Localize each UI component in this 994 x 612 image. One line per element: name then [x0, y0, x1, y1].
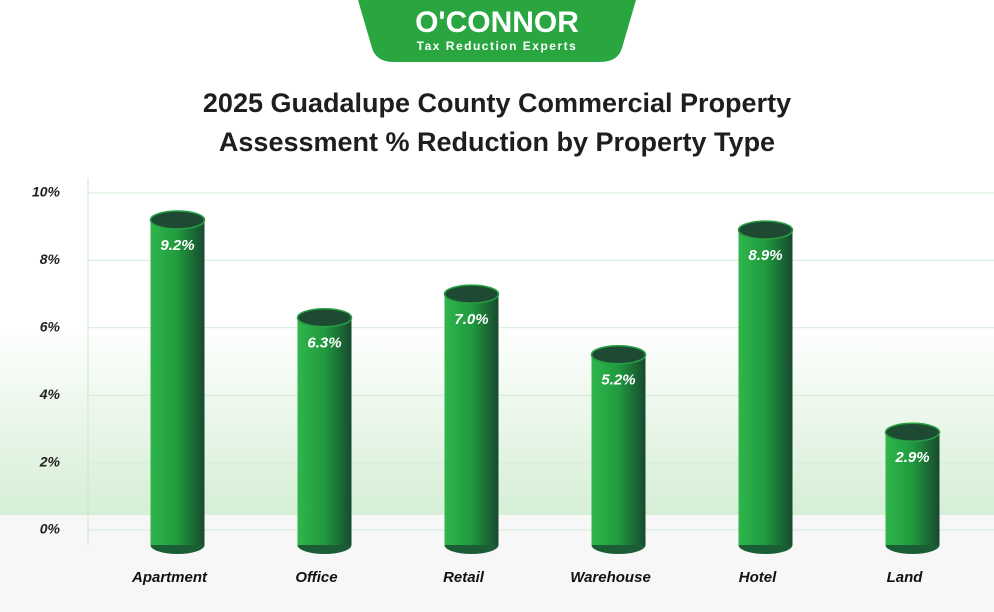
y-tick-label: 4% [39, 386, 61, 402]
value-label: 6.3% [307, 335, 341, 352]
x-tick-label: Land [887, 569, 924, 586]
bar-top [296, 307, 353, 328]
y-tick-label: 6% [40, 319, 61, 335]
bar [738, 230, 793, 545]
value-label: 7.0% [454, 311, 488, 328]
bar [591, 354, 646, 545]
chart-title: 2025 Guadalupe County Commercial Propert… [202, 88, 792, 157]
y-tick-label: 0% [40, 521, 61, 537]
y-tick-label: 8% [40, 251, 61, 267]
value-label: 9.2% [160, 237, 194, 254]
value-label: 2.9% [894, 449, 929, 466]
bar-top [737, 220, 794, 240]
x-tick-label: Warehouse [570, 569, 651, 586]
bar-top [590, 345, 647, 365]
y-tick-label: 2% [39, 453, 61, 469]
bar [150, 219, 205, 545]
x-tick-label: Hotel [739, 569, 777, 586]
bar-top [884, 422, 941, 443]
value-label: 5.2% [601, 372, 635, 389]
bar [444, 294, 499, 545]
bar-top [149, 210, 206, 230]
logo-banner [358, 0, 636, 62]
value-label: 8.9% [748, 247, 782, 264]
logo-tagline: Tax Reduction Experts [417, 39, 578, 53]
bar [885, 432, 940, 545]
x-tick-label: Office [295, 569, 337, 586]
logo-name: O'CONNOR [415, 6, 579, 39]
bar [297, 317, 352, 545]
bar-top [443, 284, 500, 304]
y-tick-label: 10% [32, 184, 61, 200]
x-tick-label: Apartment [131, 569, 208, 586]
x-tick-label: Retail [443, 569, 485, 586]
